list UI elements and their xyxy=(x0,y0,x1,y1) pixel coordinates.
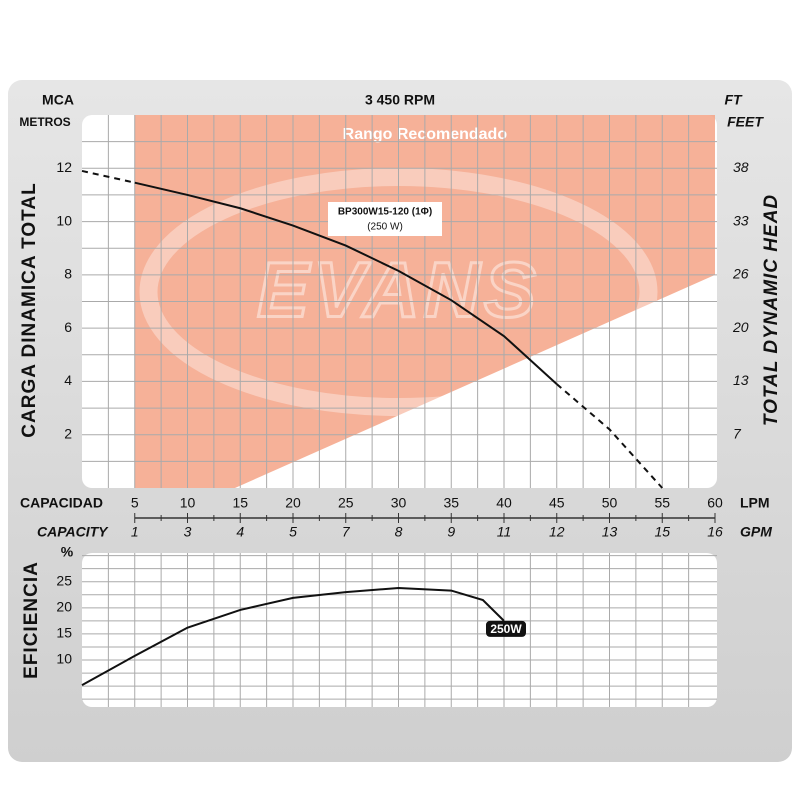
series-label-box xyxy=(486,620,526,637)
curve xyxy=(81,169,663,489)
y-unit-sub: METROS xyxy=(19,115,70,129)
x2-tick-label: 12 xyxy=(549,524,565,540)
x-tick-label: 30 xyxy=(391,495,407,511)
y-tick-label: 10 xyxy=(56,212,72,228)
curve xyxy=(134,181,558,385)
y-tick-label: 20 xyxy=(56,599,72,615)
x-tick-label: 20 xyxy=(285,495,301,511)
x2-axis-label: CAPACITY xyxy=(37,524,109,540)
x-tick-label: 15 xyxy=(232,495,248,511)
y2-tick-label: 26 xyxy=(732,266,749,282)
y-tick-label: 2 xyxy=(64,425,72,441)
x-tick-label: 25 xyxy=(338,495,354,511)
y-tick-label: 6 xyxy=(64,319,72,335)
y-tick-label: 4 xyxy=(64,372,72,388)
x2-tick-label: 8 xyxy=(395,524,403,540)
y2-unit: FT xyxy=(724,92,743,108)
x2-tick-label: 5 xyxy=(289,524,297,540)
y-tick-label: 10 xyxy=(56,651,72,667)
x-tick-label: 60 xyxy=(707,495,723,511)
efficiency-axis-label: EFICIENCIA xyxy=(21,561,42,679)
x2-tick-label: 7 xyxy=(342,524,351,540)
x-unit: LPM xyxy=(740,495,770,511)
x2-tick-label: 4 xyxy=(236,524,244,540)
y2-tick-label: 13 xyxy=(733,372,749,388)
y-tick-label: 12 xyxy=(56,159,72,175)
x-tick-label: 40 xyxy=(496,495,512,511)
y2-axis-label: TOTAL DYNAMIC HEAD xyxy=(761,194,782,426)
curve-sublabel: (250 W) xyxy=(367,222,403,233)
y2-tick-label: 38 xyxy=(733,159,749,175)
y-unit: MCA xyxy=(42,92,74,108)
x2-tick-label: 16 xyxy=(707,524,723,540)
x2-tick-label: 15 xyxy=(654,524,670,540)
x-tick-label: 55 xyxy=(654,495,670,511)
watermark: EVANS xyxy=(257,246,540,334)
x2-tick-label: 13 xyxy=(602,524,618,540)
y2-tick-label: 20 xyxy=(732,319,749,335)
y-tick-label: 8 xyxy=(64,266,72,282)
curve-label-box xyxy=(328,202,442,236)
x-tick-label: 10 xyxy=(180,495,196,511)
x-tick-label: 45 xyxy=(549,495,565,511)
chart-title: 3 450 RPM xyxy=(365,92,435,108)
y2-unit-sub: FEET xyxy=(727,114,764,130)
y-axis-label: CARGA DINAMICA TOTAL xyxy=(19,182,40,437)
x2-tick-label: 3 xyxy=(184,524,192,540)
series-label: 250W xyxy=(490,622,522,636)
x-axis-label: CAPACIDAD xyxy=(20,495,103,511)
x2-tick-label: 11 xyxy=(497,524,512,540)
y-tick-label: 25 xyxy=(56,572,72,588)
y-tick-label: 15 xyxy=(56,625,72,641)
x-tick-label: 5 xyxy=(131,495,139,511)
x2-tick-label: 9 xyxy=(447,524,455,540)
curve-label: BP300W15-120 (1Φ) xyxy=(338,207,432,218)
y2-tick-label: 33 xyxy=(733,212,749,228)
x-tick-label: 50 xyxy=(602,495,618,511)
efficiency-unit: % xyxy=(61,544,74,560)
x2-tick-label: 1 xyxy=(131,524,139,540)
efficiency-plot-area xyxy=(82,553,717,707)
y2-tick-label: 7 xyxy=(733,425,742,441)
x2-unit: GPM xyxy=(740,524,772,540)
x-tick-label: 35 xyxy=(443,495,459,511)
curve xyxy=(81,586,505,686)
